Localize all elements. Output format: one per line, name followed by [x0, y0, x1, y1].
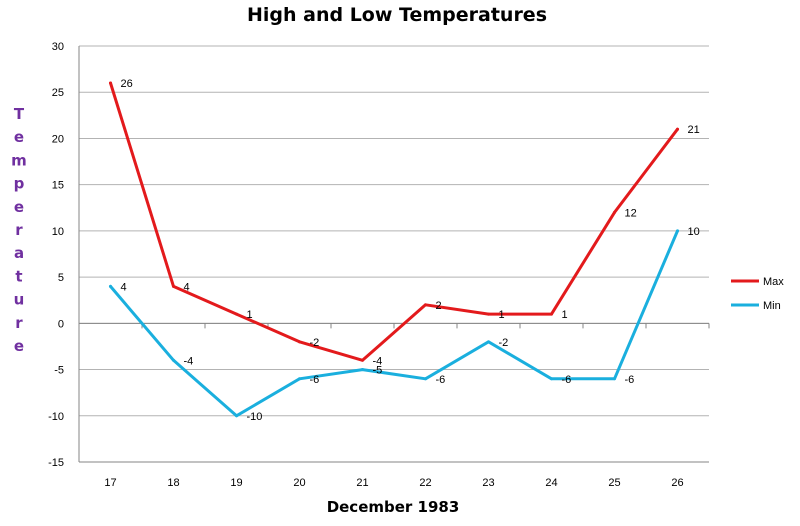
- y-tick-label: 10: [52, 226, 64, 238]
- data-point-min: [109, 284, 112, 288]
- x-tick-label: 21: [356, 477, 368, 489]
- data-point-min: [298, 377, 301, 381]
- y-tick-label: -10: [48, 411, 64, 423]
- x-tick-label: 24: [545, 477, 557, 489]
- data-point-min: [550, 377, 553, 381]
- data-label-max: 1: [562, 309, 568, 321]
- x-tick-label: 18: [167, 477, 179, 489]
- x-tick-label: 23: [482, 477, 494, 489]
- series-layer: [109, 81, 679, 418]
- series-line-min: [109, 229, 679, 418]
- y-axis-title-letter: e: [14, 198, 24, 216]
- data-point-max: [550, 312, 553, 316]
- data-label-max: 2: [436, 300, 442, 312]
- data-point-max: [487, 312, 490, 316]
- data-point-max: [298, 340, 301, 344]
- data-label-min: 10: [688, 226, 700, 238]
- data-label-max: -4: [373, 355, 383, 367]
- data-label-max: -2: [310, 337, 320, 349]
- data-point-max: [361, 358, 364, 362]
- y-tick-label: 0: [58, 318, 64, 330]
- data-point-max: [613, 210, 616, 214]
- data-label-min: -6: [562, 374, 572, 386]
- x-tick-label: 20: [293, 477, 305, 489]
- y-axis-title-letter: p: [14, 175, 25, 193]
- data-point-max: [109, 81, 112, 85]
- data-label-min: 4: [121, 281, 127, 293]
- data-point-min: [613, 377, 616, 381]
- data-point-min: [172, 358, 175, 362]
- data-point-max: [172, 284, 175, 288]
- x-tick-label: 26: [671, 477, 683, 489]
- legend-label-max: Max: [763, 276, 784, 288]
- x-tick-label: 22: [419, 477, 431, 489]
- y-axis-title-letter: t: [15, 267, 22, 285]
- y-axis-title-letter: r: [15, 314, 23, 332]
- y-axis-title-letter: e: [14, 337, 24, 355]
- y-axis-title-letter: a: [14, 244, 24, 262]
- data-point-min: [361, 368, 364, 372]
- x-tick-label: 25: [608, 477, 620, 489]
- y-axis-title-letter: r: [15, 221, 23, 239]
- y-tick-label: -5: [54, 365, 64, 377]
- y-axis-title-letter: T: [14, 105, 25, 123]
- y-tick-label: 20: [52, 133, 64, 145]
- data-label-max: 1: [499, 309, 505, 321]
- data-label-min: -10: [247, 411, 263, 423]
- data-label-max: 21: [688, 124, 700, 136]
- y-tick-label: 25: [52, 87, 64, 99]
- data-label-max: 12: [625, 207, 637, 219]
- legend: Max Min: [731, 276, 784, 312]
- y-axis-title: Temperature: [11, 105, 27, 355]
- y-axis-title-letter: e: [14, 128, 24, 146]
- data-point-max: [424, 303, 427, 307]
- chart-title: High and Low Temperatures: [247, 4, 547, 26]
- data-label-max: 26: [121, 78, 133, 90]
- data-point-min: [235, 414, 238, 418]
- legend-label-min: Min: [763, 300, 781, 312]
- data-label-min: -4: [184, 355, 194, 367]
- x-tick-label: 19: [230, 477, 242, 489]
- x-axis-ticks: 17 18 19 20 21 22 23 24 25 26: [104, 477, 683, 489]
- series-line-max: [109, 81, 679, 362]
- y-axis-title-letter: u: [14, 291, 25, 309]
- data-point-min: [424, 377, 427, 381]
- data-label-min: -5: [373, 365, 383, 377]
- y-tick-label: 5: [58, 272, 64, 284]
- data-point-min: [487, 340, 490, 344]
- gridlines: [78, 45, 710, 463]
- data-label-min: -2: [499, 337, 509, 349]
- data-label-min: -6: [310, 374, 320, 386]
- y-tick-label: -15: [48, 457, 64, 469]
- y-tick-label: 15: [52, 180, 64, 192]
- y-axis-title-letter: m: [11, 151, 27, 169]
- data-label-max: 1: [247, 309, 253, 321]
- x-tick-label: 17: [104, 477, 116, 489]
- data-label-min: -6: [625, 374, 635, 386]
- y-axis-ticks: 30 25 20 15 10 5 0 -5 -10 -15: [48, 41, 64, 469]
- data-point-max: [235, 312, 238, 316]
- y-tick-label: 30: [52, 41, 64, 53]
- data-point-max: [676, 127, 679, 131]
- data-label-max: 4: [184, 281, 190, 293]
- data-point-min: [676, 229, 679, 233]
- x-axis-title: December 1983: [327, 498, 460, 516]
- data-label-min: -6: [436, 374, 446, 386]
